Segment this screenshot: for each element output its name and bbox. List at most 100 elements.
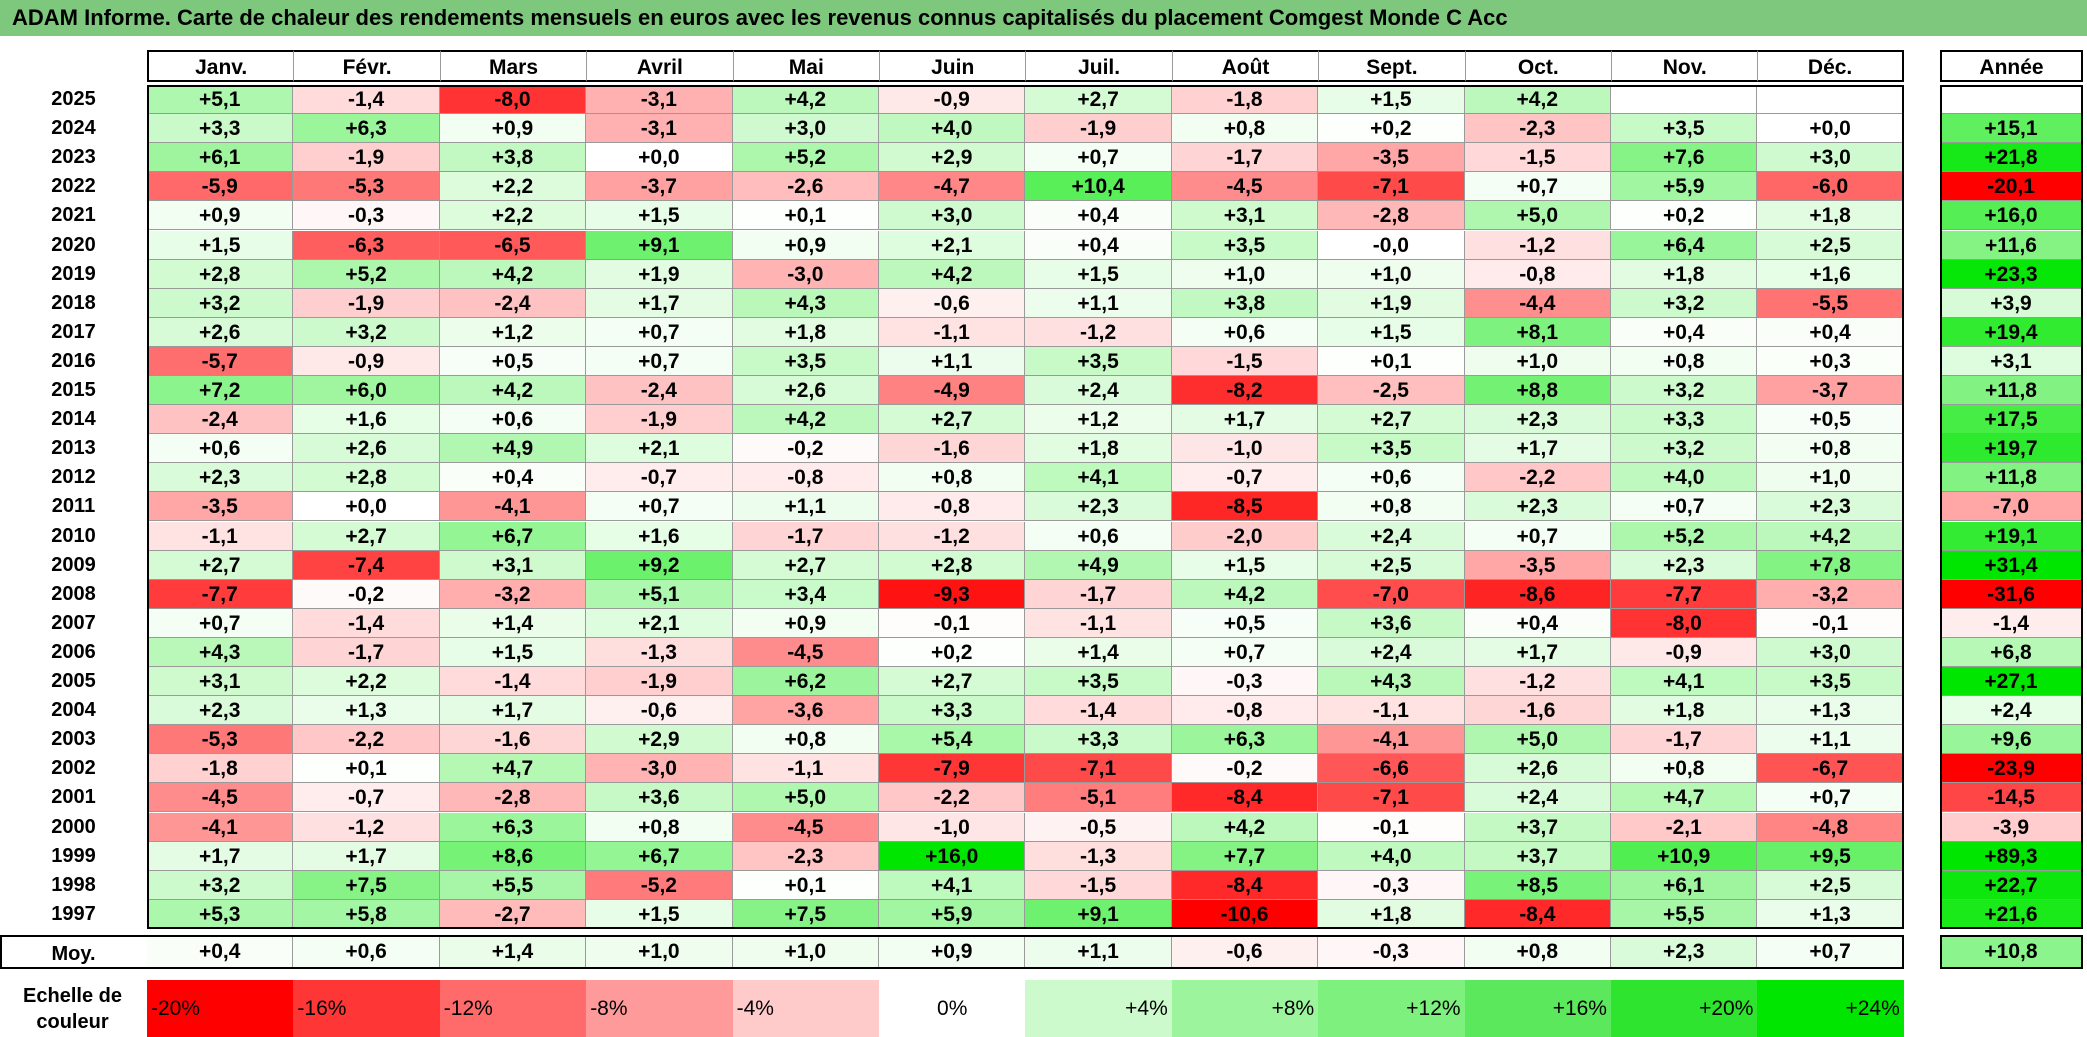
month-cell: +1,1 <box>879 346 1026 376</box>
annual-cell: +11,8 <box>1940 376 2083 406</box>
month-cell: -5,3 <box>293 172 440 202</box>
report-title: ADAM Informe. Carte de chaleur des rende… <box>0 0 2087 36</box>
average-cell: +0,9 <box>879 935 1026 969</box>
row-year-label: 2019 <box>51 262 96 285</box>
month-cell: +2,3 <box>1464 405 1611 435</box>
month-cell: +4,0 <box>1611 463 1758 493</box>
annual-cell: +19,7 <box>1940 434 2083 464</box>
row-year-label: 2013 <box>51 437 96 460</box>
month-cell: +5,4 <box>879 725 1026 755</box>
month-cell: +3,6 <box>1318 608 1465 638</box>
average-cell: +1,0 <box>732 935 879 969</box>
row-year-label: 2020 <box>51 233 96 256</box>
month-cell: +3,5 <box>1025 667 1172 697</box>
month-header: Juin <box>879 50 1026 82</box>
month-cell: +1,8 <box>732 317 879 347</box>
month-cell: +0,1 <box>732 201 879 231</box>
month-cell: -1,1 <box>147 521 294 551</box>
month-cell: -2,7 <box>439 899 587 929</box>
month-cell: -0,2 <box>293 579 440 609</box>
month-cell: -7,1 <box>1318 783 1465 813</box>
month-cell: -1,5 <box>1464 143 1611 173</box>
month-cell: +5,2 <box>293 259 440 289</box>
month-cell: -4,8 <box>1757 812 1904 842</box>
month-cell: +0,8 <box>586 812 733 842</box>
annual-cell: +11,6 <box>1940 230 2083 260</box>
month-cell: -0,8 <box>1464 259 1611 289</box>
month-cell: -1,1 <box>732 754 879 784</box>
month-cell: -7,7 <box>147 579 294 609</box>
month-cell: -1,7 <box>1611 725 1758 755</box>
month-cell: -1,6 <box>879 434 1026 464</box>
month-cell: +3,2 <box>1611 434 1758 464</box>
month-cell: -0,2 <box>1171 754 1319 784</box>
month-cell: -0,9 <box>879 85 1026 115</box>
month-cell: +0,5 <box>1757 405 1904 435</box>
month-cell: +1,5 <box>586 201 733 231</box>
month-cell: -4,7 <box>879 172 1026 202</box>
annual-cell: +21,6 <box>1940 899 2083 929</box>
month-cell: +1,3 <box>1757 696 1904 726</box>
month-cell: +6,4 <box>1611 230 1758 260</box>
row-year-label: 1999 <box>51 844 96 867</box>
month-cell: +1,0 <box>1171 259 1319 289</box>
month-cell: -0,3 <box>1318 870 1465 900</box>
month-cell: -8,4 <box>1171 783 1319 813</box>
month-cell: +1,5 <box>1318 85 1465 115</box>
row-year-label: 2007 <box>51 611 96 634</box>
month-cell: +0,2 <box>1318 114 1465 144</box>
month-cell: -4,1 <box>147 812 294 842</box>
month-cell: -3,2 <box>439 579 587 609</box>
month-cell: +3,0 <box>1757 143 1904 173</box>
annual-cell: +3,1 <box>1940 346 2083 376</box>
month-cell: -1,4 <box>293 85 440 115</box>
month-cell: +3,1 <box>147 667 294 697</box>
month-header: Sept. <box>1318 50 1465 82</box>
month-cell: -4,1 <box>1318 725 1465 755</box>
month-cell: +1,7 <box>1171 405 1319 435</box>
row-year-label: 2009 <box>51 553 96 576</box>
month-header: Mars <box>439 50 587 82</box>
annual-cell: +17,5 <box>1940 405 2083 435</box>
month-cell: +5,9 <box>879 899 1026 929</box>
month-cell: -0,8 <box>879 492 1026 522</box>
month-cell: +0,7 <box>1464 172 1611 202</box>
month-cell: +3,2 <box>293 317 440 347</box>
month-cell: +4,7 <box>1611 783 1758 813</box>
month-cell: -5,2 <box>586 870 733 900</box>
month-cell: +3,5 <box>732 346 879 376</box>
month-cell: +1,9 <box>586 259 733 289</box>
month-cell: -7,0 <box>1318 579 1465 609</box>
month-cell: +0,7 <box>1611 492 1758 522</box>
month-cell: -2,2 <box>1464 463 1611 493</box>
month-cell: -2,4 <box>147 405 294 435</box>
month-cell: +6,3 <box>439 812 587 842</box>
month-cell: +3,3 <box>1611 405 1758 435</box>
month-cell: +0,9 <box>732 608 879 638</box>
month-cell: -0,3 <box>293 201 440 231</box>
month-cell: +3,4 <box>732 579 879 609</box>
month-cell: -0,7 <box>586 463 733 493</box>
month-cell: +2,3 <box>1757 492 1904 522</box>
month-cell: +2,7 <box>147 550 294 580</box>
month-cell: -7,7 <box>1611 579 1758 609</box>
row-year-label: 2016 <box>51 349 96 372</box>
month-cell: +6,7 <box>439 521 587 551</box>
month-cell: +2,5 <box>1318 550 1465 580</box>
month-cell: -7,9 <box>879 754 1026 784</box>
annual-cell: +19,4 <box>1940 317 2083 347</box>
month-cell: -6,7 <box>1757 754 1904 784</box>
month-cell: -1,8 <box>147 754 294 784</box>
annual-cell: +11,8 <box>1940 463 2083 493</box>
month-cell: +10,4 <box>1025 172 1172 202</box>
month-cell: +4,1 <box>879 870 1026 900</box>
month-cell: -4,5 <box>732 637 879 667</box>
month-cell: +8,8 <box>1464 376 1611 406</box>
month-cell: +3,3 <box>879 696 1026 726</box>
annual-cell: +6,8 <box>1940 637 2083 667</box>
month-cell: -5,7 <box>147 346 294 376</box>
legend-swatch: -8% <box>586 980 733 1037</box>
month-cell: +1,5 <box>586 899 733 929</box>
month-cell: -5,3 <box>147 725 294 755</box>
month-cell: -7,1 <box>1318 172 1465 202</box>
